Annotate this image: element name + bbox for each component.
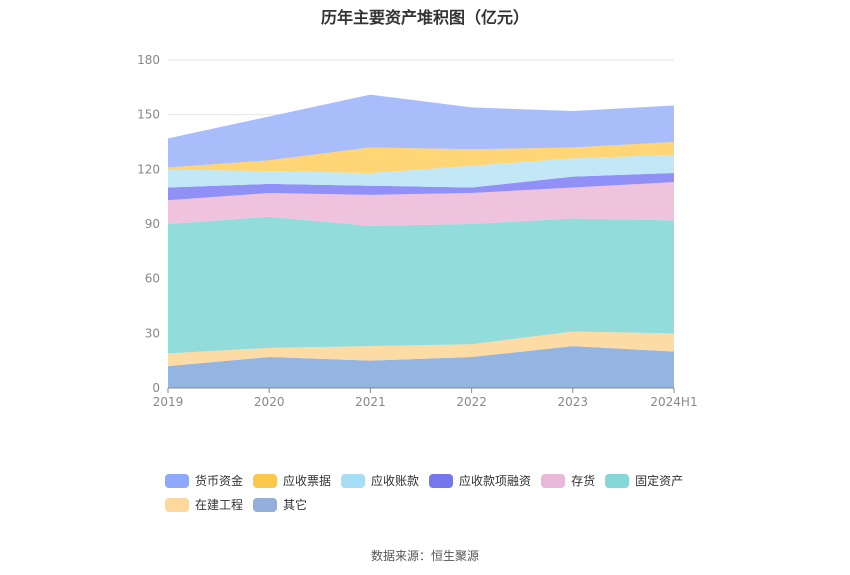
y-tick-label: 60 — [145, 272, 160, 286]
x-tick-label: 2019 — [153, 395, 184, 409]
area-series-货币资金[interactable] — [168, 94, 674, 168]
y-tick-label: 150 — [137, 108, 160, 122]
legend-label: 货币资金 — [195, 474, 244, 488]
legend-item[interactable]: 应收票据 — [253, 473, 331, 488]
legend-item[interactable]: 固定资产 — [605, 473, 683, 488]
legend-swatch — [253, 473, 278, 488]
legend-item[interactable]: 应收账款 — [341, 473, 419, 488]
legend: 货币资金 应收票据 应收账款 应收款项融资 存货 固定资产在建工程 其它 — [165, 473, 725, 512]
x-tick-label: 2020 — [254, 395, 285, 409]
legend-label: 其它 — [283, 498, 308, 512]
y-tick-label: 120 — [137, 162, 160, 176]
y-tick-label: 0 — [152, 381, 160, 395]
legend-swatch — [541, 473, 566, 488]
legend-swatch — [165, 473, 189, 488]
y-tick-label: 90 — [145, 217, 160, 231]
legend-label: 应收票据 — [283, 474, 332, 488]
y-tick-label: 30 — [145, 326, 160, 340]
area-series-存货[interactable] — [168, 182, 674, 226]
legend-swatch — [253, 497, 278, 512]
legend-label: 存货 — [571, 474, 596, 488]
legend-label: 在建工程 — [195, 498, 244, 512]
area-series-应收款项融资[interactable] — [168, 172, 674, 201]
area-series-固定资产[interactable] — [168, 216, 674, 354]
x-tick-label: 2022 — [456, 395, 487, 409]
legend-swatch — [341, 473, 366, 488]
legend-swatch — [429, 473, 454, 488]
area-series-在建工程[interactable] — [168, 331, 674, 367]
legend-label: 应收款项融资 — [459, 474, 532, 488]
data-source: 数据来源：恒生聚源 — [370, 549, 479, 563]
legend-item[interactable]: 在建工程 — [165, 497, 243, 512]
area-series — [168, 94, 674, 388]
legend-swatch — [605, 473, 630, 488]
legend-swatch — [165, 497, 189, 512]
axes: 0 30 60 90 120 150 180 2019 2020 2021 2022 2023 2024… — [137, 53, 698, 409]
legend-label: 应收账款 — [371, 474, 420, 488]
y-tick-label: 180 — [137, 53, 160, 67]
legend-item[interactable]: 其它 — [253, 497, 307, 512]
x-tick-label: 2021 — [355, 395, 386, 409]
legend-item[interactable]: 货币资金 — [165, 473, 243, 488]
legend-item[interactable]: 应收款项融资 — [429, 473, 531, 488]
chart-title: 历年主要资产堆积图（亿元） — [320, 8, 529, 27]
legend-item[interactable]: 存货 — [541, 473, 595, 488]
legend-label: 固定资产 — [635, 474, 684, 488]
x-tick-label: 2023 — [558, 395, 589, 409]
x-tick-label: 2024H1 — [650, 395, 697, 409]
area-series-其它[interactable] — [168, 346, 674, 388]
area-series-应收票据[interactable] — [168, 142, 674, 173]
area-series-应收账款[interactable] — [168, 154, 674, 188]
